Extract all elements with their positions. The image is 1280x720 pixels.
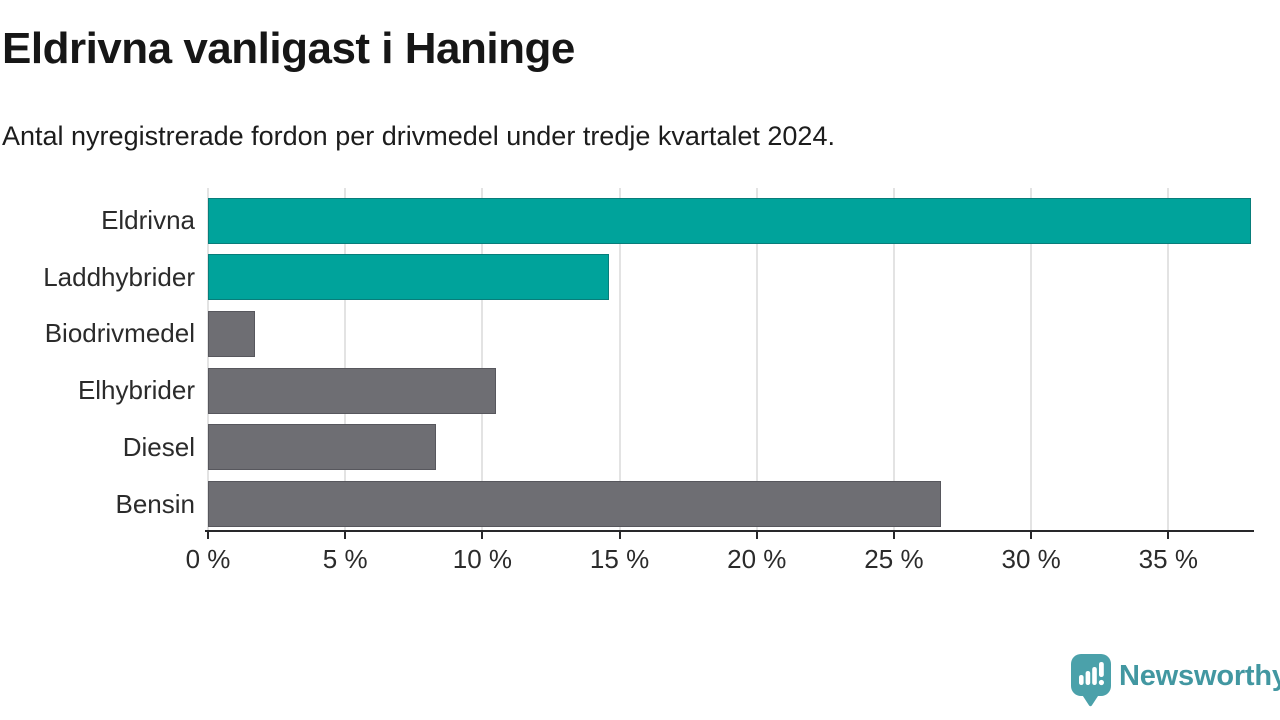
tick-mark-5 [344, 531, 347, 539]
tick-label-10: 10 % [452, 544, 512, 574]
bar-row-diesel [208, 424, 1252, 471]
category-label-bensin: Bensin [115, 488, 196, 519]
bar-bensin [208, 481, 941, 527]
tick-label-5: 5 % [322, 544, 368, 574]
category-label-diesel: Diesel [122, 431, 195, 462]
brand-name: Newsworthy [1119, 660, 1280, 692]
chart-subtitle: Antal nyregistrerade fordon per drivmede… [2, 121, 835, 151]
gridline-10 [481, 188, 484, 531]
tick-label-15: 15 % [589, 544, 650, 574]
bar-diesel [208, 424, 436, 471]
category-label-elhybrider: Elhybrider [77, 375, 195, 406]
x-axis-line [205, 530, 1254, 532]
bar-row-eldrivna [208, 197, 1252, 244]
tick-mark-10 [481, 531, 484, 539]
gridline-35 [1167, 188, 1170, 531]
tick-mark-15 [618, 531, 621, 539]
tick-label-20: 20 % [727, 544, 787, 574]
gridline-5 [344, 188, 347, 531]
tick-mark-0 [207, 531, 209, 539]
category-label-biodrivmedel: Biodrivmedel [44, 318, 195, 349]
bar-biodrivmedel [208, 310, 255, 357]
bar-row-laddhybrider [208, 254, 1252, 301]
chart-title: Eldrivna vanligast i Haninge [2, 24, 575, 73]
bar-eldrivna [208, 197, 1251, 244]
category-label-eldrivna: Eldrivna [101, 205, 195, 235]
tick-label-25: 25 % [864, 544, 924, 574]
bar-row-bensin [208, 481, 1252, 527]
gridline-25 [892, 188, 895, 531]
tick-label-30: 30 % [1001, 544, 1061, 574]
bar-row-biodrivmedel [208, 310, 1252, 357]
gridline-15 [618, 188, 621, 531]
tick-mark-25 [892, 531, 895, 539]
gridline-20 [755, 188, 758, 531]
gridline-0 [207, 188, 209, 531]
brand-footer: Newsworthy [1071, 654, 1280, 708]
category-label-laddhybrider: Laddhybrider [43, 261, 195, 292]
tick-label-0: 0 % [185, 544, 231, 574]
newsworthy-chart-bubble-icon [1071, 654, 1111, 707]
gridline-30 [1030, 188, 1033, 531]
bar-row-elhybrider [208, 367, 1252, 414]
bar-laddhybrider [208, 254, 609, 301]
tick-label-35: 35 % [1138, 544, 1198, 574]
bar-elhybrider [208, 367, 497, 414]
tick-mark-35 [1167, 531, 1170, 539]
bar-chart: Eldrivna Laddhybrider Biodrivmedel Elhybrid… [43, 188, 1254, 574]
tick-mark-30 [1030, 531, 1033, 539]
tick-mark-20 [755, 531, 758, 539]
